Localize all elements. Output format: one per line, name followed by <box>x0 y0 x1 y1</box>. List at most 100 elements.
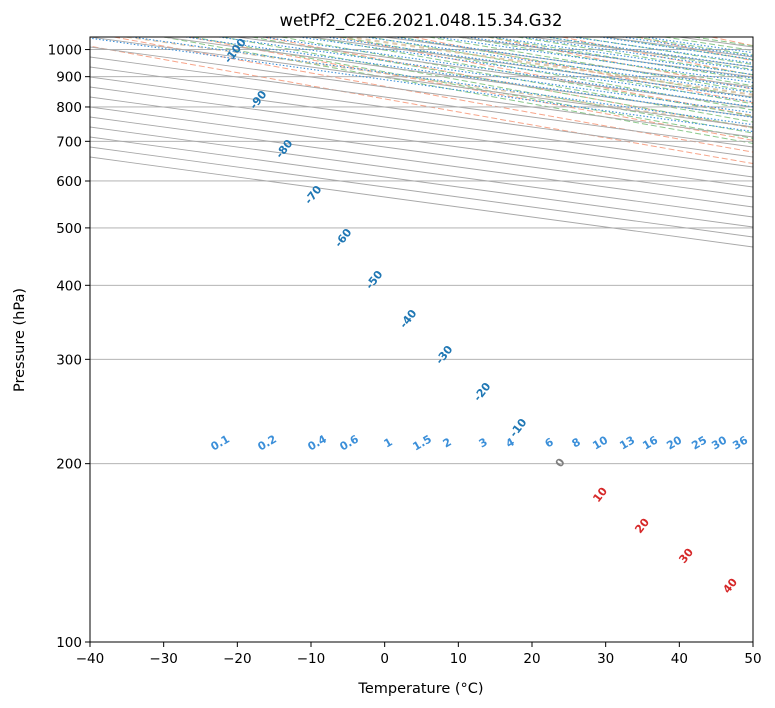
moist-adiabat <box>163 37 753 144</box>
moist-adiabat <box>399 37 753 99</box>
y-tick-label: 400 <box>56 278 82 294</box>
plot-area: 0.1 0.2 0.4 0.6 1 1.5 2 3 4 6 8 10 13 16 20 25 30 36-100-… <box>90 37 753 642</box>
line-labels: 0.1 0.2 0.4 0.6 1 1.5 2 3 4 6 8 10 13 16 20 25 30 36-100-… <box>209 37 751 596</box>
mixing-ratio-line <box>90 37 753 133</box>
dry-adiabat <box>636 37 753 62</box>
dry-adiabat <box>114 37 753 153</box>
mixing-ratio-label: 2 <box>441 435 454 450</box>
moist-adiabat <box>546 37 753 71</box>
isotherm <box>90 86 753 178</box>
dry-adiabat-label: 20 <box>632 516 652 536</box>
y-axis-label: Pressure (hPa) <box>12 288 28 392</box>
isotherm <box>531 37 753 68</box>
mixing-ratio-label: 0.6 <box>338 432 362 453</box>
mixing-ratio-line <box>467 37 753 79</box>
isotherm <box>90 116 753 208</box>
moist-adiabat <box>487 37 753 81</box>
y-tick-label: 100 <box>56 635 82 651</box>
x-tick-label: −40 <box>76 651 105 667</box>
moist-adiabat <box>694 37 753 47</box>
isotherm <box>90 76 753 168</box>
dry-adiabat <box>412 37 753 104</box>
mixing-ratio-label: 1.5 <box>411 432 434 453</box>
lcl-curves <box>126 37 753 128</box>
x-tick-label: −10 <box>297 651 326 667</box>
isotherm <box>90 56 753 148</box>
x-tick-label: 40 <box>671 651 688 667</box>
lcl-curve <box>126 37 753 128</box>
dry-adiabat-label: 30 <box>676 546 696 566</box>
isotherm <box>752 37 753 38</box>
isotherm <box>310 37 753 98</box>
dry-adiabat-label: -20 <box>471 380 494 404</box>
dry-adiabat <box>487 37 753 90</box>
y-tick-label: 300 <box>56 352 82 368</box>
moist-adiabat <box>252 37 753 129</box>
dry-adiabat <box>562 37 753 76</box>
mixing-ratio-label: 16 <box>640 433 660 452</box>
mixing-ratio-label: 1 <box>382 435 395 450</box>
mixing-ratio-line <box>365 37 753 94</box>
y-tick-label: 700 <box>56 134 82 150</box>
x-axis-ticks: −40 −30 −20 −10 0 10 20 30 40 50 <box>76 642 762 667</box>
y-tick-label: 200 <box>56 457 82 473</box>
moist-adiabat <box>281 37 753 123</box>
mixing-ratio-line <box>436 37 753 84</box>
isotherm <box>90 136 753 228</box>
x-axis-label: Temperature (°C) <box>357 681 483 697</box>
y-tick-label: 500 <box>56 221 82 237</box>
dry-adiabat-label: -60 <box>332 226 355 250</box>
mixing-ratio-line <box>185 37 753 118</box>
mixing-ratio-label: 25 <box>689 434 709 453</box>
isotherm <box>90 126 753 218</box>
dry-adiabat-label: -30 <box>433 343 456 367</box>
moist-adiabat <box>576 37 753 66</box>
mixing-ratio-label: 13 <box>617 434 637 453</box>
isotherm <box>90 37 753 128</box>
mixing-ratio-line <box>645 37 753 54</box>
moist-adiabat <box>340 37 753 111</box>
x-tick-label: 10 <box>450 651 467 667</box>
isotherm <box>90 46 753 138</box>
mixing-ratio-label: 3 <box>477 435 490 450</box>
mixing-ratio-label: 8 <box>570 435 583 450</box>
isotherms <box>90 37 753 248</box>
moist-adiabat <box>222 37 753 134</box>
moist-adiabat <box>193 37 753 139</box>
x-tick-label: 0 <box>380 651 389 667</box>
mixing-ratio-line <box>546 37 753 68</box>
x-tick-label: −30 <box>149 651 178 667</box>
x-tick-label: 30 <box>597 651 614 667</box>
dry-adiabat-label: -40 <box>397 307 420 331</box>
isotherm <box>384 37 753 88</box>
mixing-ratio-label: 0.4 <box>306 432 330 453</box>
isotherm <box>90 96 753 188</box>
x-tick-label: 50 <box>744 651 761 667</box>
mixing-ratio-label: 36 <box>730 433 750 452</box>
chart-title: wetPf2_C2E6.2021.048.15.34.G32 <box>279 11 562 31</box>
dry-adiabat-label: 10 <box>590 485 610 505</box>
dry-adiabat-label: 40 <box>720 576 740 596</box>
dry-adiabat-label: -80 <box>273 137 296 161</box>
lcl-curve <box>347 37 753 96</box>
dry-adiabat-label: -50 <box>363 268 386 292</box>
mixing-ratio-label: 0.1 <box>209 432 232 453</box>
mixing-ratio-lines <box>90 37 753 133</box>
mixing-ratio-line <box>131 37 753 126</box>
moist-adiabat <box>635 37 753 56</box>
plot-frame <box>89 36 754 643</box>
mixing-ratio-label: 6 <box>543 435 556 450</box>
isobars <box>90 49 753 642</box>
dry-adiabat-label: 0 <box>553 456 568 470</box>
x-tick-label: 20 <box>523 651 540 667</box>
dry-adiabat <box>338 37 753 117</box>
y-tick-label: 600 <box>56 174 82 190</box>
mixing-ratio-label: 10 <box>590 433 610 452</box>
y-axis-ticks: 100 200 300 400 500 600 700 800 900 1000 <box>48 43 90 651</box>
isotherm <box>90 106 753 198</box>
y-tick-label: 900 <box>56 70 82 86</box>
dry-adiabat <box>263 37 753 129</box>
mixing-ratio-label: 0.2 <box>256 432 279 453</box>
y-tick-label: 800 <box>56 100 82 116</box>
